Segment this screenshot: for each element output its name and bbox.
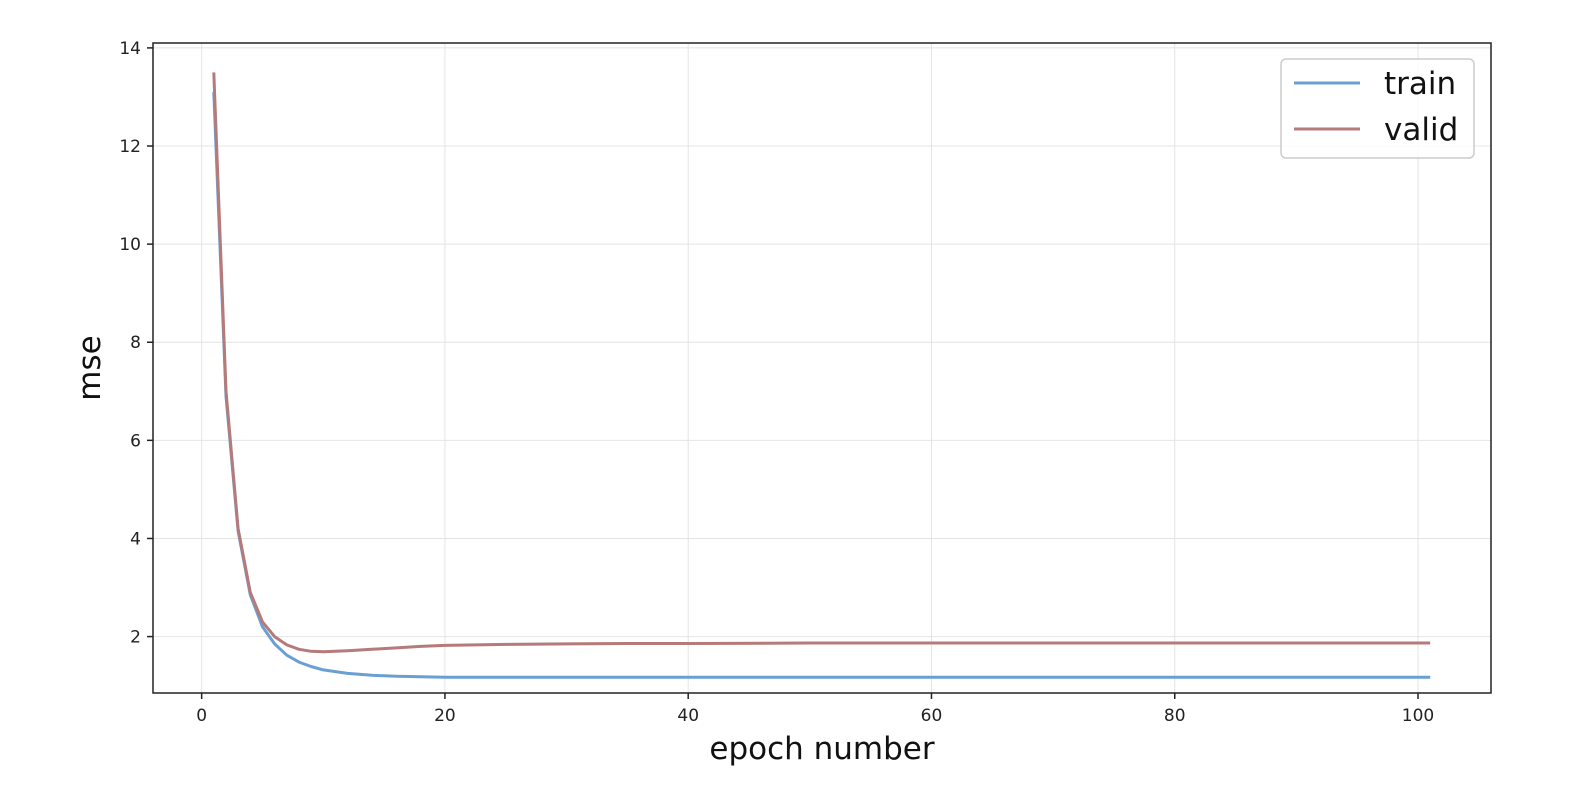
series-layer (212, 72, 1431, 679)
y-ticks: 2 4 6 8 10 12 14 (119, 39, 153, 648)
series-line-valid (212, 72, 1431, 654)
y-tick-label-8: 8 (130, 333, 141, 353)
x-tick-label-40: 40 (677, 706, 699, 726)
y-tick-label-12: 12 (119, 137, 141, 157)
y-tick-label-2: 2 (130, 628, 141, 648)
legend-label-train: train (1384, 66, 1456, 102)
x-tick-label-60: 60 (921, 706, 943, 726)
y-tick-label-14: 14 (119, 39, 141, 59)
plot-frame (152, 42, 1492, 694)
x-tick-label-100: 100 (1402, 706, 1434, 726)
y-tick-label-6: 6 (130, 431, 141, 451)
x-tick-label-0: 0 (196, 706, 207, 726)
legend: train valid (1280, 58, 1475, 159)
y-axis-label: mse (72, 335, 108, 400)
x-tick-label-80: 80 (1164, 706, 1186, 726)
x-axis-label: epoch number (709, 731, 935, 767)
legend-label-valid: valid (1384, 112, 1458, 148)
x-ticks: 0 20 40 60 80 100 (196, 693, 1434, 726)
series-line-train (212, 92, 1431, 679)
y-tick-label-4: 4 (130, 529, 141, 549)
y-tick-label-10: 10 (119, 235, 141, 255)
x-tick-label-20: 20 (434, 706, 456, 726)
